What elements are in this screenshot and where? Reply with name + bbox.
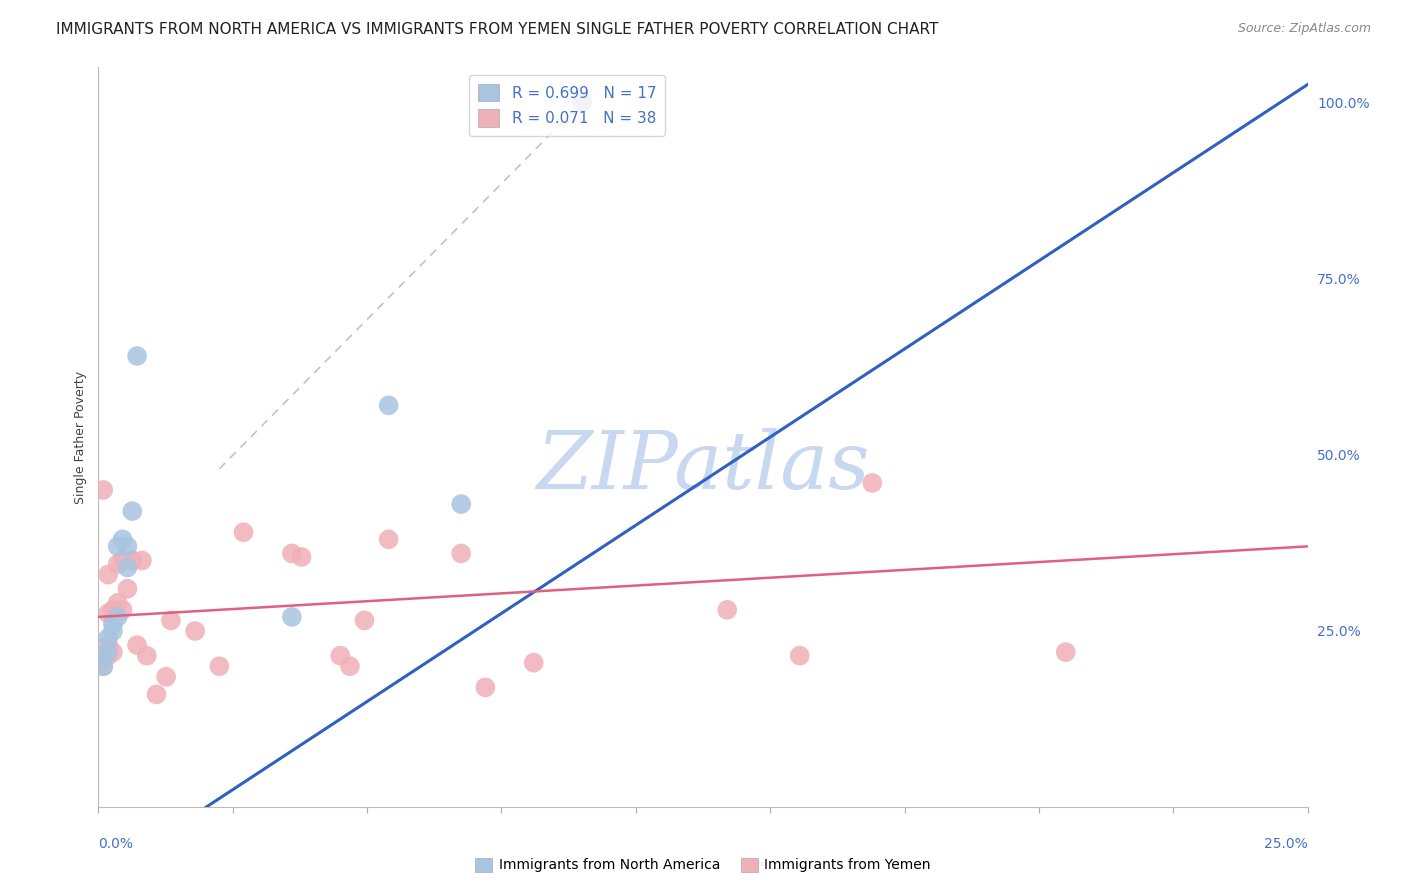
Point (97, 638, 120, 652)
Point (117, 540, 139, 554)
Point (145, 688, 167, 702)
Legend: Immigrants from North America, Immigrants from Yemen: Immigrants from North America, Immigrant… (470, 852, 936, 878)
Point (97, 567, 120, 582)
Point (377, 533, 399, 547)
Text: IMMIGRANTS FROM NORTH AMERICA VS IMMIGRANTS FROM YEMEN SINGLE FATHER POVERTY COR: IMMIGRANTS FROM NORTH AMERICA VS IMMIGRA… (56, 22, 939, 37)
Point (571, 95, 593, 110)
Point (329, 648, 352, 663)
Point (97, 645, 120, 659)
Point (155, 670, 177, 684)
Point (716, 603, 738, 617)
Point (101, 603, 124, 617)
Point (127, 349, 149, 363)
Point (107, 557, 129, 571)
Point (111, 603, 134, 617)
Point (160, 614, 183, 628)
Point (107, 610, 129, 624)
Point (523, 656, 546, 670)
Text: 25.0%: 25.0% (1264, 837, 1308, 851)
Point (97, 631, 120, 645)
Y-axis label: Single Father Poverty: Single Father Poverty (75, 370, 87, 504)
Point (117, 560, 139, 574)
Point (377, 398, 399, 412)
Point (101, 616, 124, 631)
Point (339, 659, 361, 673)
Point (107, 540, 129, 554)
Point (101, 624, 124, 638)
Point (91, 652, 114, 666)
Point (232, 525, 254, 540)
Text: Source: ZipAtlas.com: Source: ZipAtlas.com (1237, 22, 1371, 36)
Point (91, 659, 114, 673)
Point (860, 475, 883, 490)
Point (101, 645, 124, 659)
Point (208, 659, 231, 673)
Point (131, 553, 153, 567)
Text: ZIPatlas: ZIPatlas (536, 428, 870, 506)
Point (450, 546, 472, 560)
Point (91, 659, 114, 673)
Point (353, 614, 375, 628)
Point (450, 497, 472, 511)
Point (91, 483, 114, 497)
Point (117, 582, 139, 596)
Point (281, 610, 304, 624)
Point (121, 553, 143, 567)
Point (121, 553, 143, 567)
Point (290, 549, 312, 564)
Point (111, 533, 134, 547)
Point (97, 648, 120, 663)
Point (111, 553, 134, 567)
Legend: R = 0.699   N = 17, R = 0.071   N = 38: R = 0.699 N = 17, R = 0.071 N = 38 (468, 75, 665, 136)
Point (281, 546, 304, 560)
Point (1054, 645, 1077, 659)
Point (184, 624, 207, 638)
Point (121, 504, 143, 518)
Text: 0.0%: 0.0% (98, 837, 134, 851)
Point (127, 638, 149, 652)
Point (789, 648, 811, 663)
Point (107, 596, 129, 610)
Point (135, 648, 157, 663)
Point (97, 607, 120, 621)
Point (474, 681, 496, 695)
Point (91, 648, 114, 663)
